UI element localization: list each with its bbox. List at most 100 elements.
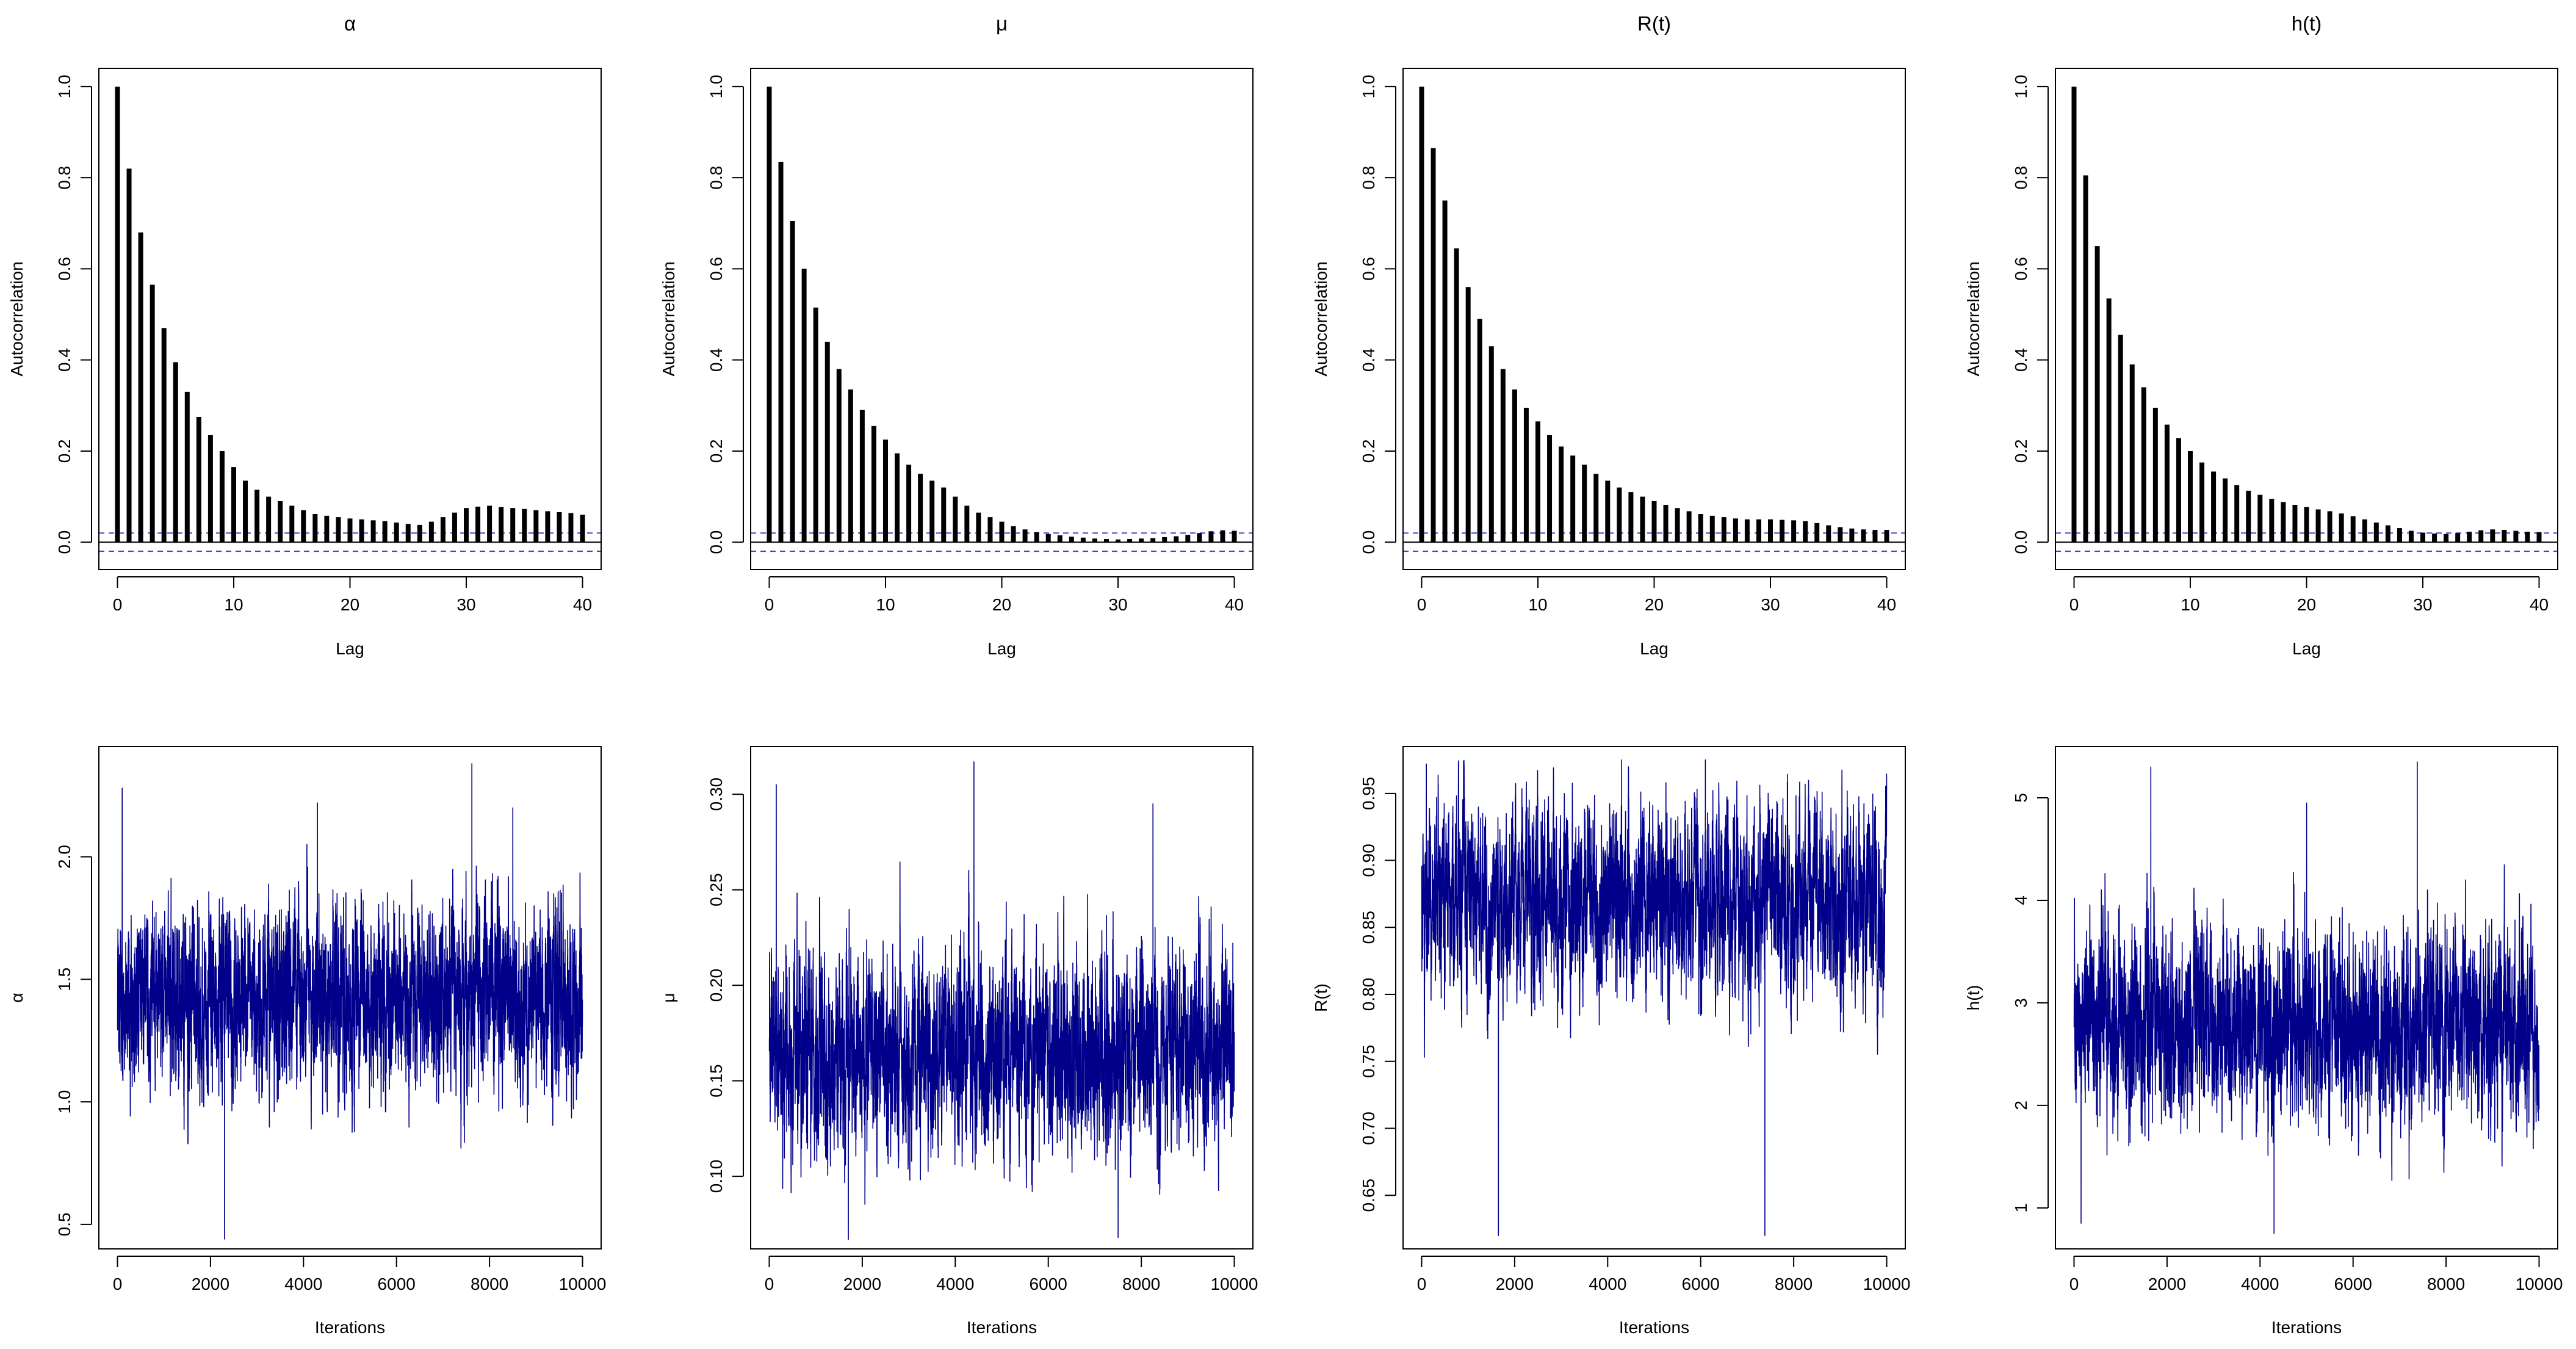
y-tick-label: 0.4 — [2011, 348, 2030, 372]
y-tick-label: 0.75 — [1359, 1044, 1378, 1078]
x-tick-label: 10 — [224, 595, 243, 614]
y-tick-label: 0.2 — [1359, 439, 1378, 463]
y-tick-label: 0.0 — [55, 530, 74, 554]
trace-series-line — [117, 763, 583, 1240]
acf-plot-area — [1403, 86, 1905, 552]
y-tick-label: 4 — [2011, 895, 2030, 905]
x-axis-label: Lag — [2292, 639, 2321, 658]
acf-panel-4: h(t) Lag Autocorrelation 0 10 20 30 40 0.0 0.2 0.4… — [1964, 12, 2558, 658]
panel-title: h(t) — [2292, 12, 2322, 35]
y-tick-label: 0.0 — [1359, 530, 1378, 554]
plot-frame — [2055, 746, 2558, 1250]
y-tick-label: 0.95 — [1359, 777, 1378, 811]
y-tick-label: 0.6 — [1359, 257, 1378, 281]
y-axis-label: Autocorrelation — [659, 261, 678, 376]
y-tick-label: 0.90 — [1359, 844, 1378, 877]
plot-frame — [750, 746, 1254, 1250]
acf-panel-1: α Lag Autocorrelation 0 10 20 30 40 0.0 0.2 0.4 0.6… — [7, 12, 602, 658]
y-tick-label: 0.5 — [55, 1212, 74, 1236]
x-tick-label: 30 — [456, 595, 475, 614]
plot-frame — [750, 68, 1254, 570]
trace-panel-1: Iterations α 0 2000 4000 6000 8000 10000 0.5 1.0 1… — [7, 746, 607, 1337]
plot-frame — [98, 68, 602, 570]
y-tick-label: 0.6 — [2011, 257, 2030, 281]
y-tick-label: 0.4 — [55, 348, 74, 372]
y-tick-label: 0.6 — [55, 257, 74, 281]
y-tick-label: 0.8 — [707, 166, 726, 190]
y-tick-label: 2 — [2011, 1101, 2030, 1110]
trace-plot-area — [768, 761, 1235, 1240]
x-tick-label: 2000 — [192, 1275, 229, 1293]
x-tick-label: 30 — [1108, 595, 1127, 614]
y-tick-label: 0.10 — [707, 1160, 726, 1193]
y-tick-label: 1 — [2011, 1203, 2030, 1213]
y-tick-label: 0.15 — [707, 1064, 726, 1098]
y-tick-label: 0.2 — [55, 439, 74, 463]
x-tick-label: 20 — [2297, 595, 2316, 614]
trace-panel-4: Iterations h(t) 0 2000 4000 6000 8000 10000 1 2 3 4… — [1964, 746, 2563, 1337]
x-tick-label: 20 — [341, 595, 359, 614]
y-tick-label: 1.0 — [707, 74, 726, 98]
y-tick-label: 0.80 — [1359, 978, 1378, 1011]
panel-title: μ — [996, 12, 1008, 35]
x-tick-label: 10000 — [559, 1275, 607, 1293]
y-tick-label: 0.8 — [55, 166, 74, 190]
y-tick-label: 0.8 — [2011, 166, 2030, 190]
y-tick-label: 0.8 — [1359, 166, 1378, 190]
panel-title: R(t) — [1637, 12, 1671, 35]
y-tick-label: 0.25 — [707, 873, 726, 906]
x-tick-label: 10 — [1528, 595, 1547, 614]
x-tick-label: 30 — [1761, 595, 1780, 614]
x-tick-label: 0 — [765, 595, 774, 614]
trace-series-line — [2073, 761, 2540, 1234]
plot-frame — [2055, 68, 2558, 570]
y-tick-label: 0.85 — [1359, 911, 1378, 944]
x-tick-label: 40 — [1877, 595, 1896, 614]
plot-frame — [1402, 68, 1906, 570]
y-tick-label: 3 — [2011, 998, 2030, 1008]
x-tick-label: 0 — [2069, 595, 2079, 614]
x-tick-label: 40 — [573, 595, 592, 614]
x-tick-label: 6000 — [1682, 1275, 1720, 1293]
trace-plot-area — [2073, 761, 2540, 1234]
x-axis-label: Iterations — [967, 1318, 1037, 1337]
x-tick-label: 2000 — [843, 1275, 881, 1293]
x-tick-label: 2000 — [2148, 1275, 2186, 1293]
y-tick-label: 1.0 — [55, 74, 74, 98]
acf-panel-2: μ Lag Autocorrelation 0 10 20 30 40 0.0 0.2 0.4 0.6… — [659, 12, 1254, 658]
x-tick-label: 4000 — [936, 1275, 974, 1293]
x-tick-label: 6000 — [1030, 1275, 1067, 1293]
trace-plot-area — [1421, 759, 1888, 1236]
x-tick-label: 20 — [992, 595, 1011, 614]
y-tick-label: 0.0 — [707, 530, 726, 554]
x-tick-label: 2000 — [1496, 1275, 1534, 1293]
y-tick-label: 1.0 — [55, 1090, 74, 1114]
y-tick-label: 1.0 — [1359, 74, 1378, 98]
x-tick-label: 10 — [876, 595, 895, 614]
x-tick-label: 0 — [113, 595, 123, 614]
x-tick-label: 10000 — [2516, 1275, 2563, 1293]
y-axis-label: Autocorrelation — [1964, 261, 1983, 376]
x-tick-label: 0 — [765, 1275, 774, 1293]
x-axis-label: Lag — [336, 639, 364, 658]
acf-panel-3: R(t) Lag Autocorrelation 0 10 20 30 40 0.0 0.2 0.4… — [1311, 12, 1906, 658]
plot-frame — [98, 746, 602, 1250]
y-tick-label: 0.2 — [2011, 439, 2030, 463]
x-tick-label: 0 — [113, 1275, 123, 1293]
y-tick-label: 0.0 — [2011, 530, 2030, 554]
y-tick-label: 0.65 — [1359, 1179, 1378, 1212]
y-tick-label: 0.2 — [707, 439, 726, 463]
y-tick-label: 2.0 — [55, 845, 74, 869]
y-axis-label: Autocorrelation — [1311, 261, 1330, 376]
y-tick-label: 0.4 — [707, 348, 726, 372]
trace-panel-3: Iterations R(t) 0 2000 4000 6000 8000 10000 0.65… — [1311, 746, 1910, 1337]
y-tick-label: 0.70 — [1359, 1112, 1378, 1145]
acf-plot-area — [751, 86, 1253, 552]
x-tick-label: 0 — [1417, 595, 1427, 614]
trace-series-line — [768, 761, 1235, 1240]
x-axis-label: Lag — [1640, 639, 1669, 658]
x-tick-label: 10000 — [1211, 1275, 1258, 1293]
x-tick-label: 30 — [2413, 595, 2432, 614]
x-tick-label: 6000 — [378, 1275, 416, 1293]
x-tick-label: 4000 — [1589, 1275, 1626, 1293]
